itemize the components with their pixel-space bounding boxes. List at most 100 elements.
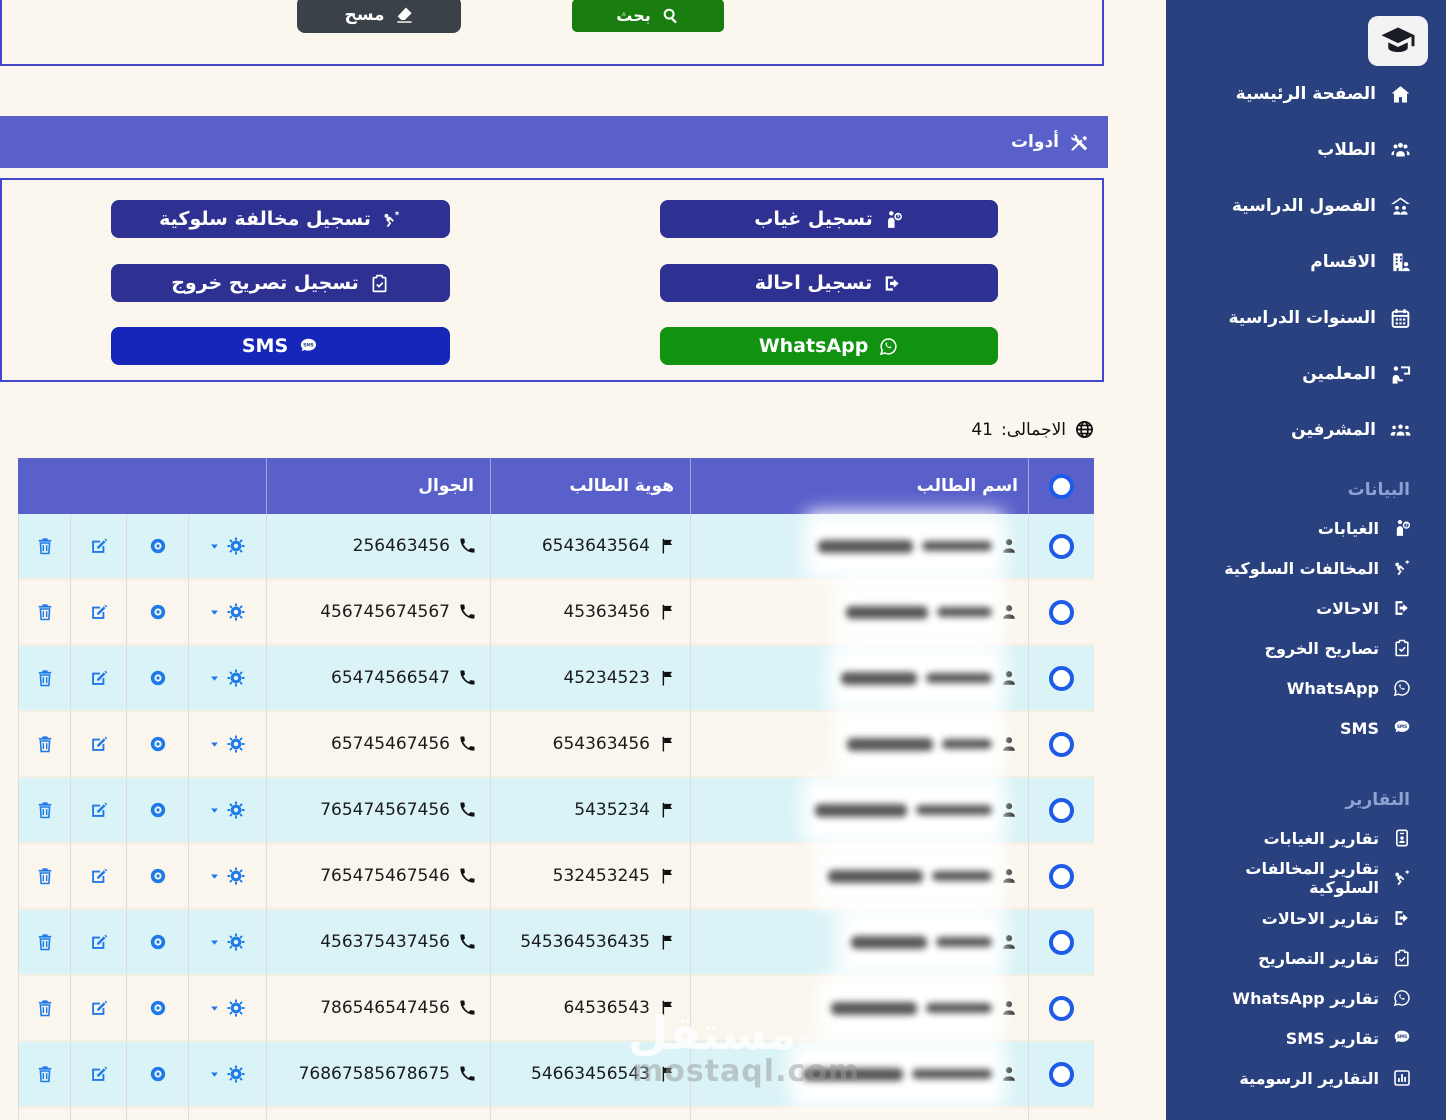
sidebar-item[interactable]: SMS [1166, 708, 1446, 748]
row-edit-cell [70, 514, 126, 580]
user-icon [1000, 999, 1018, 1017]
row-select-cell [1028, 1108, 1094, 1120]
gear-icon[interactable] [226, 734, 246, 754]
eye-icon[interactable] [148, 932, 168, 952]
tool-button[interactable]: SMS [111, 327, 450, 365]
sidebar-item[interactable]: المخالفات السلوكية [1166, 548, 1446, 588]
edit-icon[interactable] [89, 1064, 109, 1084]
sidebar-reports-nav: تقارير الغيابات تقارير المخالفات السلوكي… [1166, 818, 1446, 1098]
sidebar-item-label: المخالفات السلوكية [1224, 558, 1379, 578]
row-delete-cell [18, 1108, 70, 1120]
sidebar-item[interactable]: تقارير WhatsApp [1166, 978, 1446, 1018]
edit-icon[interactable] [89, 602, 109, 622]
tool-button-label: تسجيل تصريح خروج [171, 272, 359, 294]
sidebar-item[interactable]: تقارير الاحالات [1166, 898, 1446, 938]
search-icon [661, 6, 680, 25]
eye-icon[interactable] [148, 1064, 168, 1084]
row-radio[interactable] [1049, 797, 1074, 823]
sidebar-item[interactable]: WhatsApp [1166, 668, 1446, 708]
sidebar-item[interactable]: الطلاب [1166, 122, 1446, 178]
tools-toolbar[interactable]: أدوات [0, 116, 1108, 168]
caret-down-icon[interactable] [209, 1069, 220, 1080]
caret-down-icon[interactable] [209, 805, 220, 816]
trash-icon[interactable] [35, 536, 55, 556]
row-radio[interactable] [1049, 599, 1074, 625]
tool-button[interactable]: WhatsApp [660, 327, 998, 365]
sidebar-item[interactable]: تقارير التصاريح [1166, 938, 1446, 978]
sidebar-item[interactable]: الفصول الدراسية [1166, 178, 1446, 234]
trash-icon[interactable] [35, 668, 55, 688]
phone-value: 256463456 [352, 536, 450, 556]
eye-icon[interactable] [148, 866, 168, 886]
sidebar-item[interactable]: المشرفين [1166, 402, 1446, 458]
edit-icon[interactable] [89, 866, 109, 886]
eye-icon[interactable] [148, 998, 168, 1018]
gear-icon[interactable] [226, 866, 246, 886]
gear-icon[interactable] [226, 602, 246, 622]
blurred-student-name [828, 855, 992, 897]
trash-icon[interactable] [35, 1064, 55, 1084]
eye-icon[interactable] [148, 668, 168, 688]
caret-down-icon[interactable] [209, 937, 220, 948]
sidebar-item-label: تقارير الاحالات [1261, 908, 1379, 928]
eye-icon[interactable] [148, 800, 168, 820]
sidebar-item[interactable]: السنوات الدراسية [1166, 290, 1446, 346]
tool-button[interactable]: تسجيل احالة [660, 264, 998, 302]
trash-icon[interactable] [35, 800, 55, 820]
eye-icon[interactable] [148, 602, 168, 622]
sidebar-item[interactable]: الاحالات [1166, 588, 1446, 628]
row-radio[interactable] [1049, 929, 1074, 955]
trash-icon[interactable] [35, 734, 55, 754]
calendar-icon [1389, 307, 1412, 330]
edit-icon[interactable] [89, 998, 109, 1018]
tool-button[interactable]: تسجيل تصريح خروج [111, 264, 450, 302]
edit-icon[interactable] [89, 668, 109, 688]
sidebar-item[interactable]: تقارير المخالفات السلوكية [1166, 858, 1446, 898]
blurred-student-name [815, 789, 992, 831]
gear-icon[interactable] [226, 536, 246, 556]
phone-cell: 65474566547 [266, 646, 490, 712]
gear-icon[interactable] [226, 668, 246, 688]
sidebar-item[interactable]: التقارير الرسومية [1166, 1058, 1446, 1098]
caret-down-icon[interactable] [209, 673, 220, 684]
sidebar-item[interactable]: الغيابات [1166, 508, 1446, 548]
edit-icon[interactable] [89, 800, 109, 820]
gear-icon[interactable] [226, 1064, 246, 1084]
tool-button[interactable]: تسجيل غياب [660, 200, 998, 238]
eye-icon[interactable] [148, 734, 168, 754]
caret-down-icon[interactable] [209, 607, 220, 618]
edit-icon[interactable] [89, 932, 109, 952]
select-all-radio[interactable] [1049, 473, 1074, 499]
row-radio[interactable] [1049, 863, 1074, 889]
sidebar-item[interactable]: الصفحة الرئيسية [1166, 66, 1446, 122]
trash-icon[interactable] [35, 602, 55, 622]
tool-button[interactable]: تسجيل مخالفة سلوكية [111, 200, 450, 238]
row-radio[interactable] [1049, 731, 1074, 757]
trash-icon[interactable] [35, 866, 55, 886]
trash-icon[interactable] [35, 998, 55, 1018]
sidebar-item[interactable]: تقارير SMS [1166, 1018, 1446, 1058]
sidebar-item[interactable]: تصاريح الخروج [1166, 628, 1446, 668]
edit-icon[interactable] [89, 536, 109, 556]
caret-down-icon[interactable] [209, 871, 220, 882]
row-radio[interactable] [1049, 665, 1074, 691]
caret-down-icon[interactable] [209, 739, 220, 750]
row-radio[interactable] [1049, 995, 1074, 1021]
sidebar-item[interactable]: المعلمين [1166, 346, 1446, 402]
row-settings-cell [188, 844, 266, 910]
gear-icon[interactable] [226, 998, 246, 1018]
clear-button[interactable]: مسح [297, 0, 461, 33]
gear-icon[interactable] [226, 932, 246, 952]
row-radio[interactable] [1049, 533, 1074, 559]
sidebar-item[interactable]: تقارير الغيابات [1166, 818, 1446, 858]
caret-down-icon[interactable] [209, 541, 220, 552]
sidebar-item[interactable]: الاقسام [1166, 234, 1446, 290]
gear-icon[interactable] [226, 800, 246, 820]
edit-icon[interactable] [89, 734, 109, 754]
row-radio[interactable] [1049, 1061, 1074, 1087]
search-button[interactable]: بحث [572, 0, 724, 32]
caret-down-icon[interactable] [209, 1003, 220, 1014]
phone-cell: 256463456 [266, 514, 490, 580]
trash-icon[interactable] [35, 932, 55, 952]
eye-icon[interactable] [148, 536, 168, 556]
